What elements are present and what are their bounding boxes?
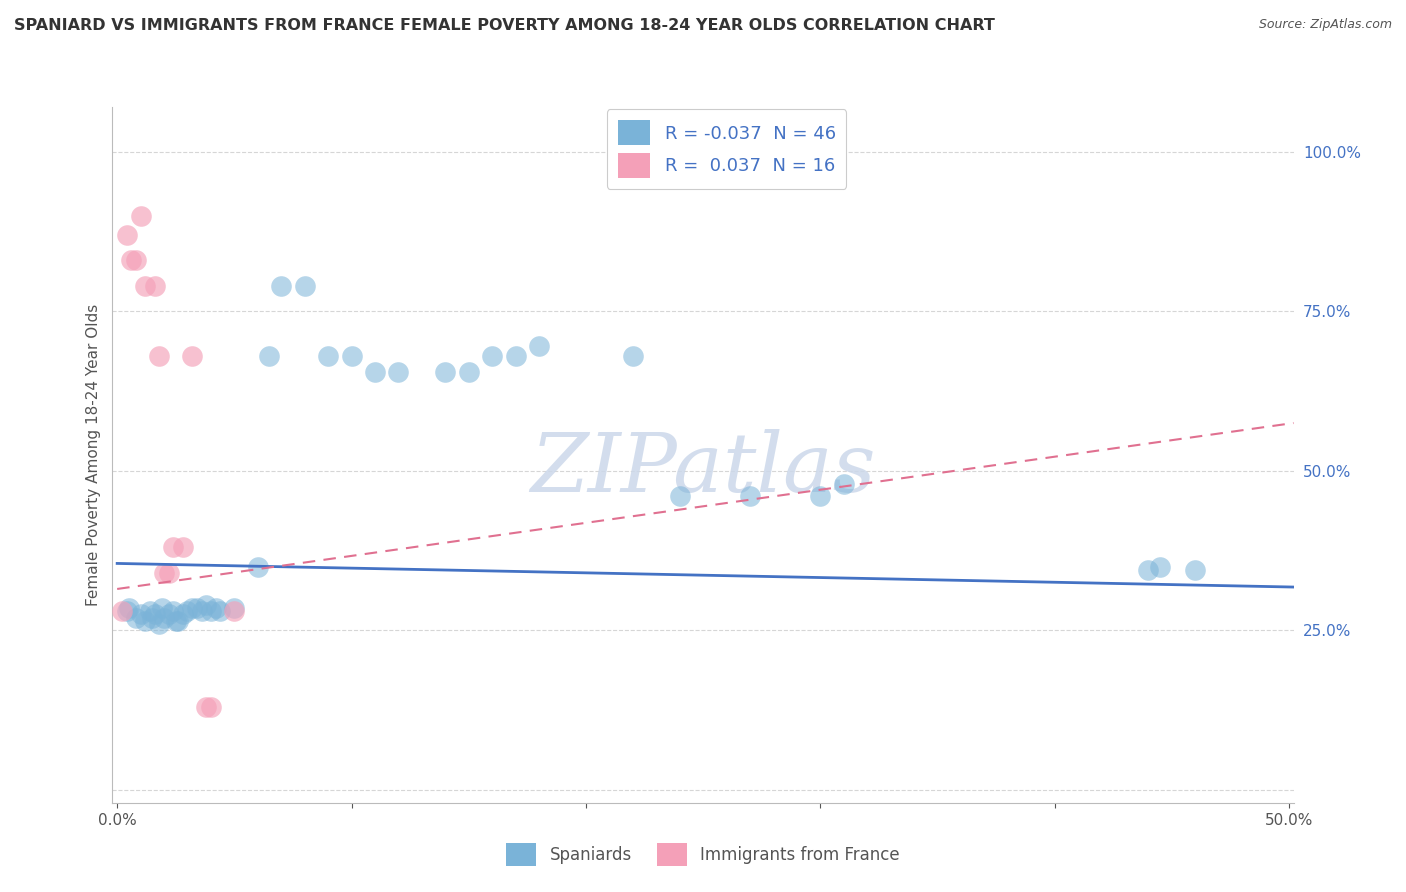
Point xyxy=(481,349,503,363)
Point xyxy=(150,601,173,615)
Point xyxy=(224,601,246,615)
Point xyxy=(143,607,166,622)
Point xyxy=(294,278,316,293)
Point xyxy=(129,607,152,622)
Point xyxy=(176,604,198,618)
Point xyxy=(195,700,218,714)
Point xyxy=(195,598,218,612)
Point xyxy=(621,349,644,363)
Point xyxy=(200,700,222,714)
Point xyxy=(204,601,226,615)
Point xyxy=(434,365,457,379)
Point xyxy=(139,604,162,618)
Point xyxy=(157,607,180,622)
Point xyxy=(364,365,387,379)
Point xyxy=(808,490,831,504)
Point xyxy=(157,566,180,580)
Point xyxy=(120,253,142,268)
Point xyxy=(181,601,204,615)
Point xyxy=(270,278,292,293)
Point xyxy=(200,604,222,618)
Point xyxy=(162,604,184,618)
Point xyxy=(1137,563,1160,577)
Text: Source: ZipAtlas.com: Source: ZipAtlas.com xyxy=(1258,18,1392,31)
Point xyxy=(148,617,170,632)
Point xyxy=(162,541,184,555)
Point xyxy=(1149,559,1171,574)
Point xyxy=(246,559,269,574)
Point xyxy=(141,610,163,624)
Point xyxy=(153,566,176,580)
Point xyxy=(738,490,761,504)
Point xyxy=(115,604,138,618)
Legend: Spaniards, Immigrants from France: Spaniards, Immigrants from France xyxy=(498,834,908,874)
Point xyxy=(224,604,246,618)
Point xyxy=(148,349,170,363)
Y-axis label: Female Poverty Among 18-24 Year Olds: Female Poverty Among 18-24 Year Olds xyxy=(86,304,101,606)
Point xyxy=(181,349,204,363)
Point xyxy=(316,349,339,363)
Point xyxy=(143,278,166,293)
Point xyxy=(165,614,187,628)
Point xyxy=(118,601,141,615)
Point xyxy=(668,490,690,504)
Point xyxy=(259,349,281,363)
Text: SPANIARD VS IMMIGRANTS FROM FRANCE FEMALE POVERTY AMONG 18-24 YEAR OLDS CORRELAT: SPANIARD VS IMMIGRANTS FROM FRANCE FEMAL… xyxy=(14,18,995,33)
Point xyxy=(129,209,152,223)
Text: ZIPatlas: ZIPatlas xyxy=(530,429,876,508)
Point xyxy=(111,604,134,618)
Point xyxy=(387,365,409,379)
Point xyxy=(172,541,194,555)
Point xyxy=(167,614,190,628)
Point xyxy=(115,227,138,242)
Point xyxy=(153,610,176,624)
Point xyxy=(134,614,156,628)
Point xyxy=(125,610,148,624)
Point xyxy=(1184,563,1206,577)
Point xyxy=(832,476,855,491)
Point xyxy=(134,278,156,293)
Point xyxy=(125,253,148,268)
Point xyxy=(505,349,527,363)
Point xyxy=(190,604,212,618)
Point xyxy=(457,365,479,379)
Point xyxy=(186,601,208,615)
Point xyxy=(172,607,194,622)
Point xyxy=(209,604,232,618)
Point xyxy=(340,349,363,363)
Point xyxy=(527,339,550,353)
